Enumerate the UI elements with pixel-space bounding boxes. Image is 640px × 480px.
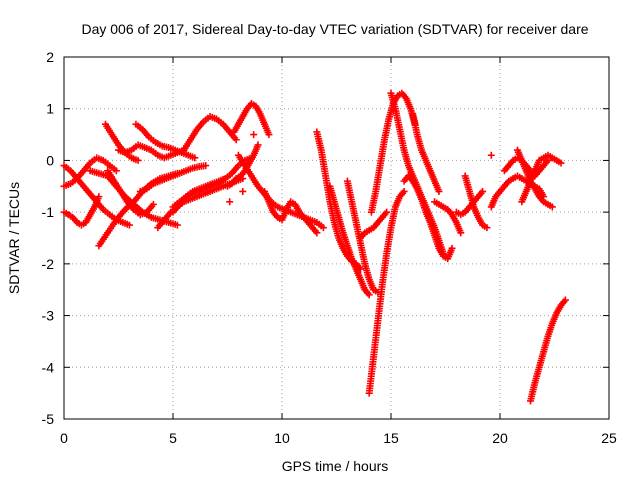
data-point	[483, 224, 491, 232]
data-point	[557, 159, 565, 167]
series-arc09	[115, 141, 188, 162]
data-point	[448, 244, 456, 252]
y-tick-label: -5	[42, 411, 55, 427]
y-tick-label: 1	[46, 101, 54, 117]
series-arc07	[104, 167, 157, 219]
data-point	[125, 221, 133, 229]
y-axis-label: SDTVAR / TECUs	[6, 182, 22, 294]
series-arc10	[136, 162, 210, 195]
data-point	[319, 224, 327, 232]
data-point	[383, 208, 391, 216]
data-point	[435, 187, 443, 195]
data-point	[561, 296, 569, 304]
series-arc02	[60, 193, 103, 229]
series-arc22	[356, 208, 391, 242]
series-arc13	[180, 112, 240, 154]
plot-frame	[63, 56, 610, 420]
data-point	[191, 154, 199, 162]
x-tick-label: 5	[169, 430, 177, 446]
series-arc34	[513, 146, 556, 211]
data-point	[313, 229, 321, 237]
series-arc24	[365, 187, 408, 397]
data-point	[487, 151, 495, 159]
y-tick-label: -1	[42, 204, 55, 220]
x-tick-label: 0	[60, 430, 68, 446]
data-point	[134, 156, 142, 164]
series-arc27	[409, 110, 443, 195]
data-point	[226, 198, 234, 206]
series-arc15	[230, 100, 273, 139]
data-point	[95, 193, 103, 201]
data-point	[112, 167, 120, 175]
series-arc19	[313, 128, 364, 273]
series-arc18	[261, 187, 321, 237]
chart-title: Day 006 of 2017, Sidereal Day-to-day VTE…	[81, 21, 588, 37]
series-arc03	[60, 154, 120, 190]
data-point	[548, 203, 556, 211]
y-tick-label: -2	[42, 256, 55, 272]
data-point	[149, 200, 157, 208]
series-isolated	[226, 131, 495, 206]
series-arc20	[326, 182, 373, 299]
series-arc06	[101, 120, 142, 164]
x-tick-label: 15	[383, 430, 399, 446]
data-point	[232, 136, 240, 144]
y-tick-label: 0	[46, 152, 54, 168]
series-arc26	[400, 172, 456, 263]
y-tick-label: -4	[42, 359, 55, 375]
series-arc21	[343, 177, 382, 296]
x-tick-label: 25	[601, 430, 617, 446]
axis-ticks: 0 5 10 15 20 25 -5 -4 -3 -2 -1 0 1 2	[42, 49, 617, 446]
data-point	[239, 187, 247, 195]
series-arc35	[527, 296, 569, 405]
x-tick-label: 20	[492, 430, 508, 446]
series-arc30	[461, 172, 491, 232]
data-point	[479, 187, 487, 195]
data-point	[173, 221, 181, 229]
series-arc25	[387, 89, 447, 258]
series-arc28	[431, 198, 465, 237]
y-tick-label: 2	[46, 49, 54, 65]
y-tick-label: -3	[42, 308, 55, 324]
x-tick-label: 10	[274, 430, 290, 446]
data-point	[400, 187, 408, 195]
data-point	[265, 131, 273, 139]
data-point	[365, 291, 373, 299]
data-point	[457, 229, 465, 237]
data-point	[250, 131, 258, 139]
x-axis-label: GPS time / hours	[282, 458, 389, 474]
data-point	[254, 141, 262, 149]
data-points	[60, 89, 569, 405]
data-point	[202, 162, 210, 170]
